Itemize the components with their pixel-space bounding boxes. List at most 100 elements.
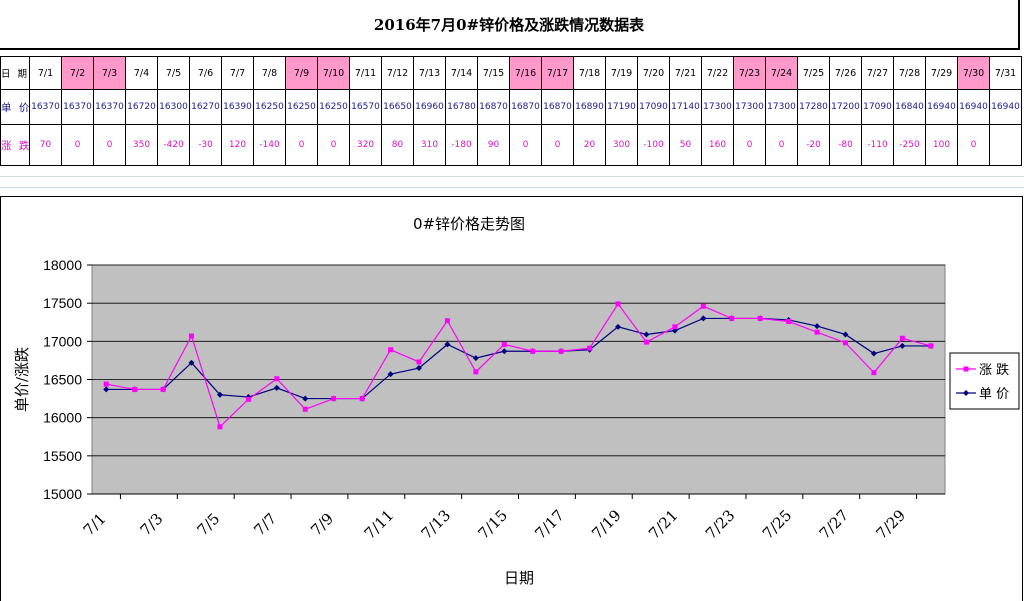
- change-cell[interactable]: -420: [157, 124, 190, 166]
- date-cell[interactable]: 7/15: [477, 56, 510, 90]
- date-cell[interactable]: 7/2: [61, 56, 94, 90]
- date-cell[interactable]: 7/17: [541, 56, 574, 90]
- price-cell[interactable]: 16940: [925, 89, 958, 125]
- data-point: [415, 365, 422, 372]
- price-cell[interactable]: 16300: [157, 89, 190, 125]
- data-point: [643, 331, 650, 338]
- date-cell[interactable]: 7/28: [893, 56, 926, 90]
- change-cell[interactable]: 20: [573, 124, 606, 166]
- change-cell[interactable]: 0: [61, 124, 94, 166]
- date-cell[interactable]: 7/29: [925, 56, 958, 90]
- change-cell[interactable]: -20: [797, 124, 830, 166]
- price-cell[interactable]: 16960: [413, 89, 446, 125]
- price-cell[interactable]: 16650: [381, 89, 414, 125]
- change-cell[interactable]: 0: [509, 124, 542, 166]
- change-cell[interactable]: [989, 124, 1022, 166]
- change-cell[interactable]: 0: [957, 124, 990, 166]
- change-cell[interactable]: 100: [925, 124, 958, 166]
- date-cell[interactable]: 7/30: [957, 56, 990, 90]
- price-cell[interactable]: 16250: [285, 89, 318, 125]
- date-cell[interactable]: 7/3: [93, 56, 126, 90]
- price-cell[interactable]: 16720: [125, 89, 158, 125]
- date-cell[interactable]: 7/6: [189, 56, 222, 90]
- date-cell[interactable]: 7/27: [861, 56, 894, 90]
- date-cell[interactable]: 7/11: [349, 56, 382, 90]
- date-cell[interactable]: 7/18: [573, 56, 606, 90]
- price-cell[interactable]: 16370: [93, 89, 126, 125]
- price-cell[interactable]: 17300: [701, 89, 734, 125]
- date-cell[interactable]: 7/14: [445, 56, 478, 90]
- data-point: [160, 386, 166, 392]
- change-cell[interactable]: -80: [829, 124, 862, 166]
- date-cell[interactable]: 7/31: [989, 56, 1022, 90]
- price-cell[interactable]: 17300: [765, 89, 798, 125]
- price-cell[interactable]: 17090: [637, 89, 670, 125]
- date-cell[interactable]: 7/10: [317, 56, 350, 90]
- date-cell[interactable]: 7/24: [765, 56, 798, 90]
- price-cell[interactable]: 16840: [893, 89, 926, 125]
- price-cell[interactable]: 16780: [445, 89, 478, 125]
- price-cell[interactable]: 16250: [317, 89, 350, 125]
- price-cell[interactable]: 16940: [989, 89, 1022, 125]
- change-cell[interactable]: 0: [765, 124, 798, 166]
- date-cell[interactable]: 7/26: [829, 56, 862, 90]
- price-cell[interactable]: 16870: [541, 89, 574, 125]
- date-cell[interactable]: 7/8: [253, 56, 286, 90]
- change-cell[interactable]: 310: [413, 124, 446, 166]
- chart-area[interactable]: 15000 15500 16000 16500 17000 17500 18000 7/1 7/…: [0, 196, 1023, 601]
- change-cell[interactable]: -180: [445, 124, 478, 166]
- price-cell[interactable]: 17190: [605, 89, 638, 125]
- change-cell[interactable]: 90: [477, 124, 510, 166]
- date-cell[interactable]: 7/23: [733, 56, 766, 90]
- y-tick-label: 17500: [43, 295, 82, 311]
- change-cell[interactable]: 80: [381, 124, 414, 166]
- change-cell[interactable]: 0: [285, 124, 318, 166]
- data-point: [871, 370, 877, 376]
- date-cell[interactable]: 7/9: [285, 56, 318, 90]
- change-cell[interactable]: 0: [541, 124, 574, 166]
- price-cell[interactable]: 17140: [669, 89, 702, 125]
- price-cell[interactable]: 16870: [509, 89, 542, 125]
- date-cell[interactable]: 7/21: [669, 56, 702, 90]
- price-cell[interactable]: 16940: [957, 89, 990, 125]
- change-cell[interactable]: 300: [605, 124, 638, 166]
- date-cell[interactable]: 7/16: [509, 56, 542, 90]
- change-cell[interactable]: -100: [637, 124, 670, 166]
- date-cell[interactable]: 7/5: [157, 56, 190, 90]
- price-cell[interactable]: 17090: [861, 89, 894, 125]
- change-cell[interactable]: 320: [349, 124, 382, 166]
- price-cell[interactable]: 16370: [29, 89, 62, 125]
- change-cell[interactable]: 50: [669, 124, 702, 166]
- change-cell[interactable]: 0: [733, 124, 766, 166]
- price-cell[interactable]: 16390: [221, 89, 254, 125]
- date-cell[interactable]: 7/12: [381, 56, 414, 90]
- change-cell[interactable]: -250: [893, 124, 926, 166]
- date-cell[interactable]: 7/1: [29, 56, 62, 90]
- price-cell[interactable]: 16270: [189, 89, 222, 125]
- price-cell[interactable]: 16870: [477, 89, 510, 125]
- change-cell[interactable]: 0: [93, 124, 126, 166]
- date-cell[interactable]: 7/13: [413, 56, 446, 90]
- date-cell[interactable]: 7/4: [125, 56, 158, 90]
- date-cell[interactable]: 7/20: [637, 56, 670, 90]
- price-cell[interactable]: 17200: [829, 89, 862, 125]
- price-cell[interactable]: 16890: [573, 89, 606, 125]
- date-cell[interactable]: 7/7: [221, 56, 254, 90]
- price-cell[interactable]: 16570: [349, 89, 382, 125]
- price-cell[interactable]: 16370: [61, 89, 94, 125]
- price-cell[interactable]: 17300: [733, 89, 766, 125]
- change-cell[interactable]: 120: [221, 124, 254, 166]
- change-cell[interactable]: -110: [861, 124, 894, 166]
- data-point: [444, 318, 450, 324]
- price-cell[interactable]: 17280: [797, 89, 830, 125]
- date-cell[interactable]: 7/19: [605, 56, 638, 90]
- change-cell[interactable]: 0: [317, 124, 350, 166]
- date-cell[interactable]: 7/25: [797, 56, 830, 90]
- change-cell[interactable]: 70: [29, 124, 62, 166]
- change-cell[interactable]: 160: [701, 124, 734, 166]
- price-cell[interactable]: 16250: [253, 89, 286, 125]
- change-cell[interactable]: 350: [125, 124, 158, 166]
- date-cell[interactable]: 7/22: [701, 56, 734, 90]
- change-cell[interactable]: -30: [189, 124, 222, 166]
- change-cell[interactable]: -140: [253, 124, 286, 166]
